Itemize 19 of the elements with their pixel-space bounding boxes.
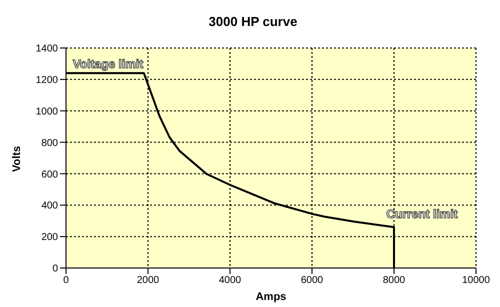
y-tick-label: 600 <box>41 169 58 180</box>
y-axis-title: Volts <box>10 146 23 172</box>
x-tick-label: 2000 <box>136 275 160 286</box>
annotation: Current limit <box>386 207 458 222</box>
x-tick-label: 10000 <box>462 275 490 286</box>
chart-title: 3000 HP curve <box>208 13 298 31</box>
y-tick-label: 1400 <box>36 44 58 55</box>
y-tick-label: 1200 <box>36 74 58 86</box>
x-tick-label: 6000 <box>300 275 324 286</box>
x-tick-label: 0 <box>63 275 70 286</box>
y-tick-label: 0 <box>52 264 58 275</box>
x-tick-label: 4000 <box>218 275 242 286</box>
annotation: Voltage limit <box>72 57 144 72</box>
y-tick-label: 800 <box>41 138 58 149</box>
y-tick-label: 1000 <box>36 106 58 118</box>
y-tick-label: 400 <box>41 200 58 212</box>
x-tick-label: 8000 <box>382 275 406 286</box>
x-axis-title: Amps <box>256 291 286 303</box>
y-tick-label: 200 <box>41 232 58 244</box>
